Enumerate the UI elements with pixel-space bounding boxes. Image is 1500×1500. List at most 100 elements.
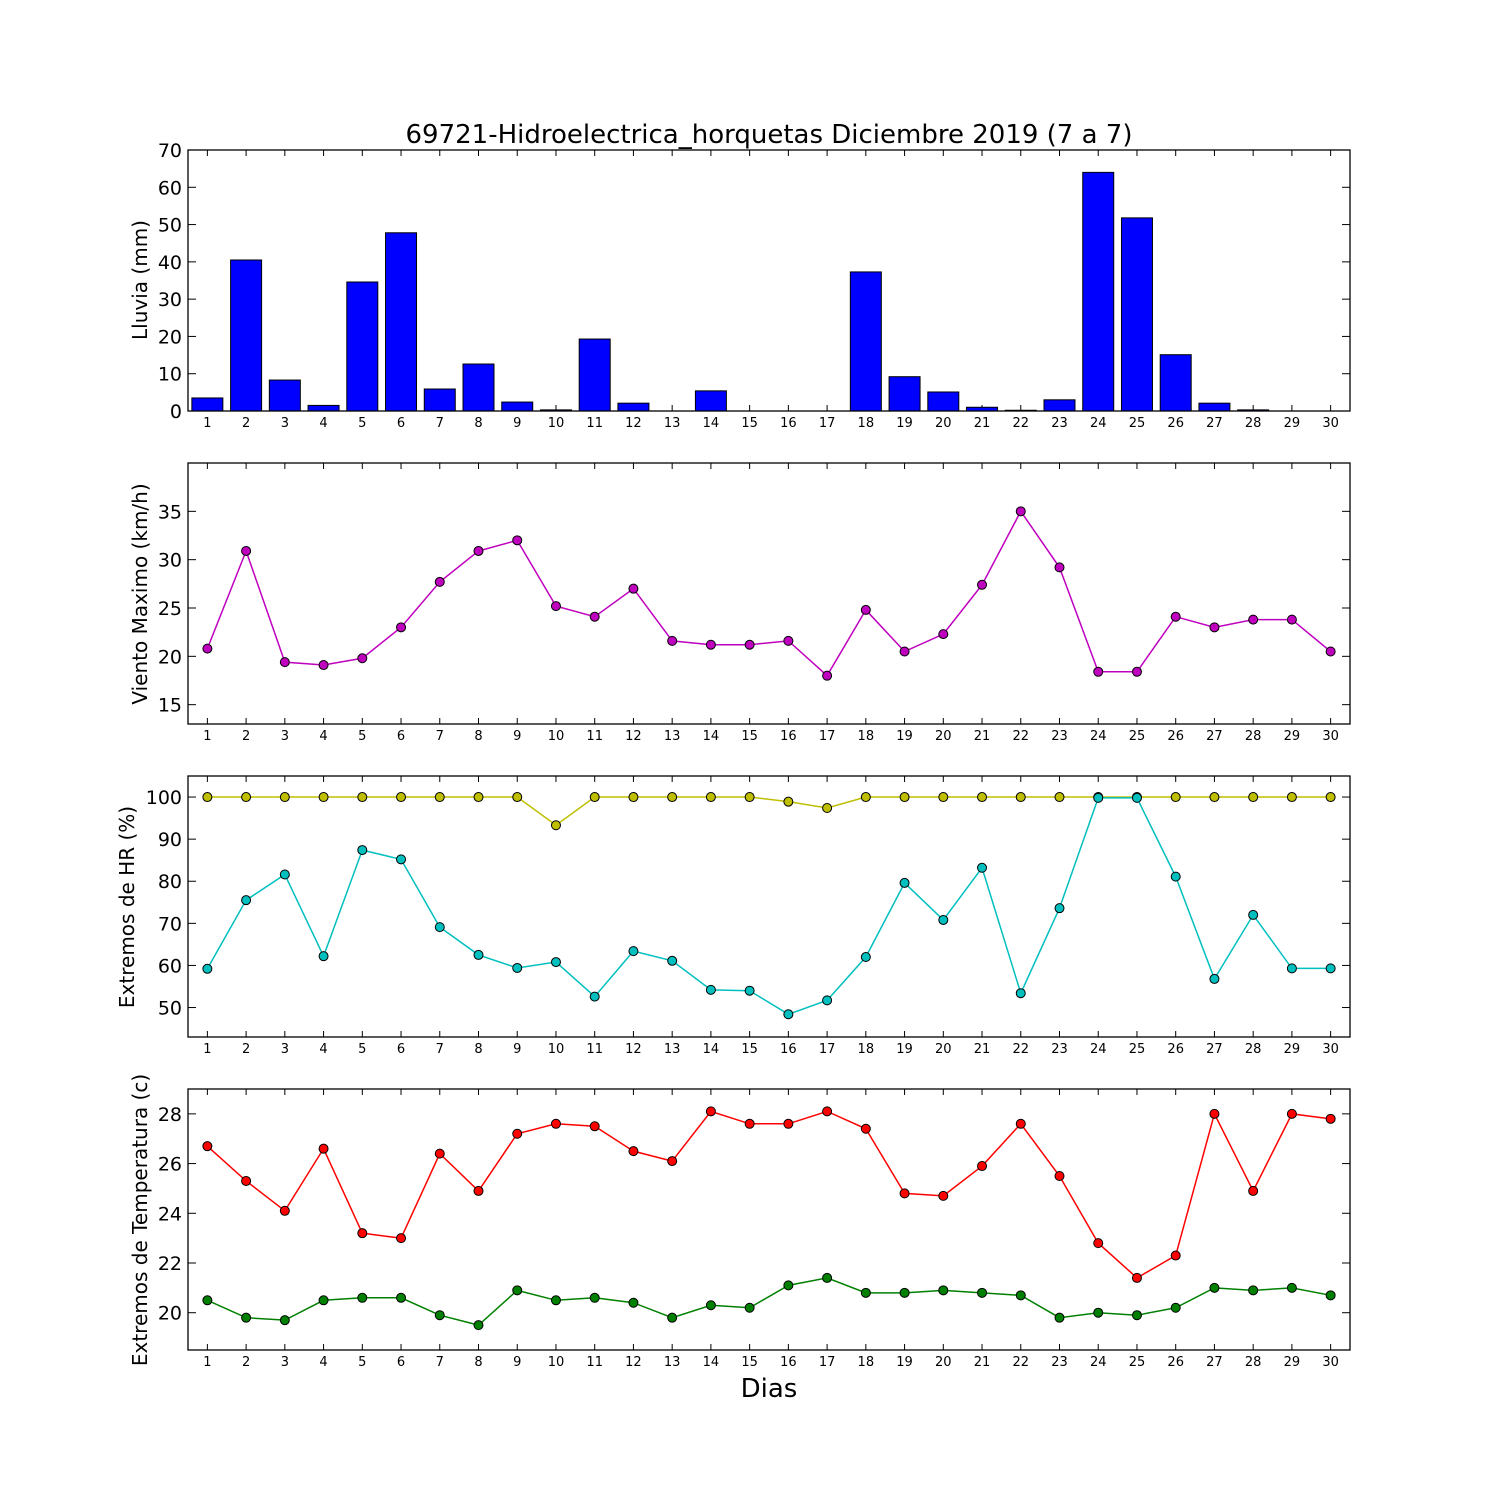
data-point (434, 792, 445, 803)
y-tick-label: 22 (158, 1253, 182, 1275)
data-point (705, 639, 716, 650)
x-tick-label: 25 (1129, 416, 1146, 431)
data-point (202, 792, 213, 803)
x-tick-label: 28 (1245, 1355, 1262, 1370)
data-point (202, 643, 213, 654)
x-tick-label: 10 (548, 416, 565, 431)
x-tick-label: 30 (1322, 416, 1339, 431)
x-tick-label: 19 (896, 416, 913, 431)
series-line (207, 1277, 1331, 1326)
data-point (1015, 792, 1026, 803)
data-point (396, 622, 407, 633)
data-point (396, 1233, 407, 1244)
x-tick-label: 1 (203, 729, 211, 744)
data-point (977, 1161, 988, 1172)
data-point (202, 1141, 213, 1152)
x-tick-label: 8 (474, 1355, 482, 1370)
x-tick-label: 1 (203, 1355, 211, 1370)
x-tick-label: 20 (935, 1042, 952, 1057)
x-tick-label: 10 (548, 729, 565, 744)
y-tick-label: 28 (158, 1104, 182, 1126)
x-tick-label: 12 (625, 729, 642, 744)
x-tick-label: 15 (741, 416, 758, 431)
x-tick-label: 5 (358, 416, 366, 431)
x-tick-label: 22 (1012, 1042, 1029, 1057)
y-tick-label: 100 (146, 787, 182, 809)
data-point (705, 1300, 716, 1311)
y-tick-label: 25 (158, 598, 182, 620)
x-tick-label: 23 (1051, 416, 1068, 431)
data-point (783, 635, 794, 646)
x-tick-label: 25 (1129, 1355, 1146, 1370)
x-tick-label: 8 (474, 416, 482, 431)
x-tick-label: 7 (436, 1042, 444, 1057)
x-tick-label: 18 (858, 1355, 875, 1370)
x-tick-label: 19 (896, 1355, 913, 1370)
data-point (899, 1188, 910, 1199)
bar (307, 404, 340, 412)
x-tick-label: 1 (203, 416, 211, 431)
data-point (550, 820, 561, 831)
y-tick-label: 50 (158, 215, 182, 237)
y-tick-label: 24 (158, 1203, 182, 1225)
x-tick-label: 24 (1090, 1042, 1107, 1057)
x-tick-label: 23 (1051, 1355, 1068, 1370)
data-point (279, 869, 290, 880)
data-point (512, 1285, 523, 1296)
data-point (473, 1320, 484, 1331)
data-point (434, 576, 445, 587)
bar (1159, 354, 1192, 412)
bar (230, 259, 263, 412)
x-tick-label: 16 (780, 1042, 797, 1057)
x-tick-label: 8 (474, 1042, 482, 1057)
data-point (318, 1143, 329, 1154)
x-tick-label: 6 (397, 1355, 405, 1370)
y-tick-label: 35 (158, 501, 182, 523)
x-tick-label: 11 (586, 1355, 603, 1370)
data-point (667, 1156, 678, 1167)
y-tick-label: 70 (158, 140, 182, 162)
data-point (589, 991, 600, 1002)
y-tick-label: 30 (158, 289, 182, 311)
x-tick-label: 22 (1012, 1355, 1029, 1370)
x-tick-label: 30 (1322, 1042, 1339, 1057)
x-tick-label: 25 (1129, 729, 1146, 744)
data-point (1248, 614, 1259, 625)
x-tick-label: 18 (858, 729, 875, 744)
x-tick-label: 9 (513, 416, 521, 431)
x-tick-label: 21 (974, 729, 991, 744)
data-point (705, 984, 716, 995)
data-point (1054, 792, 1065, 803)
data-point (628, 792, 639, 803)
x-tick-label: 17 (819, 1042, 836, 1057)
x-tick-label: 2 (242, 1042, 250, 1057)
bar (849, 271, 882, 412)
x-tick-label: 14 (703, 1355, 720, 1370)
x-tick-label: 12 (625, 1355, 642, 1370)
x-tick-label: 12 (625, 416, 642, 431)
x-tick-label: 4 (319, 729, 327, 744)
x-tick-label: 2 (242, 729, 250, 744)
x-tick-label: 30 (1322, 729, 1339, 744)
data-point (434, 1148, 445, 1159)
y-tick-label: 20 (158, 1303, 182, 1325)
y-tick-label: 80 (158, 871, 182, 893)
x-tick-label: 2 (242, 1355, 250, 1370)
data-point (667, 1312, 678, 1323)
data-point (1248, 909, 1259, 920)
x-tick-label: 26 (1167, 729, 1184, 744)
data-point (473, 949, 484, 960)
x-tick-label: 7 (436, 1355, 444, 1370)
x-tick-label: 4 (319, 416, 327, 431)
x-tick-label: 6 (397, 416, 405, 431)
data-point (1170, 792, 1181, 803)
data-point (744, 792, 755, 803)
data-point (1054, 562, 1065, 573)
data-point (1015, 988, 1026, 999)
x-tick-label: 29 (1284, 1355, 1301, 1370)
data-point (241, 545, 252, 556)
data-point (241, 895, 252, 906)
y-tick-label: 15 (158, 695, 182, 717)
